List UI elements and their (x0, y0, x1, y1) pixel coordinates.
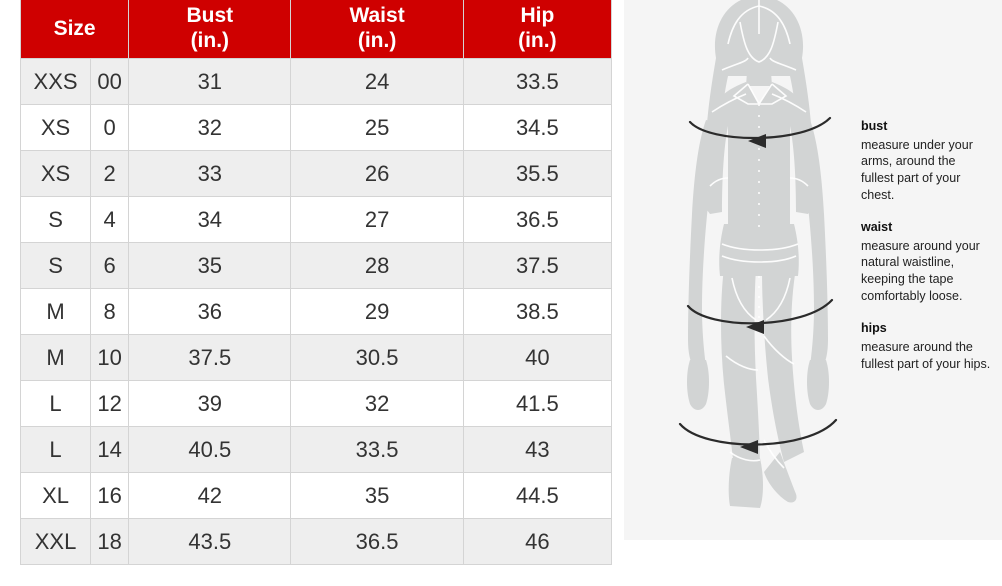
cell-number: 4 (90, 196, 130, 243)
figure-detail-lines (709, 0, 809, 469)
table-row: XL 16 42 35 44.5 (19, 472, 613, 519)
cell-waist: 35 (290, 472, 464, 519)
cell-bust: 33 (128, 150, 292, 197)
cell-hip: 36.5 (462, 196, 613, 243)
cell-hip: 41.5 (462, 380, 613, 427)
cell-bust: 32 (128, 104, 292, 151)
measurement-guide-panel: bust measure under your arms, around the… (624, 0, 1002, 540)
column-header-hip-unit: (in.) (518, 29, 557, 52)
instruction-bust-title: bust (861, 119, 888, 133)
column-header-hip: Hip (in.) (462, 0, 613, 59)
female-figure-illustration (678, 0, 838, 508)
table-row: S 4 34 27 36.5 (19, 196, 613, 243)
waist-measure-arrow-line (686, 298, 834, 325)
instruction-bust-body: measure under your arms, around the full… (861, 137, 973, 202)
cell-size: L (19, 426, 92, 473)
cell-hip: 40 (462, 334, 613, 381)
instruction-bust: bust measure under your arms, around the… (861, 118, 991, 203)
table-row: M 10 37.5 30.5 40 (19, 334, 613, 381)
column-header-bust-unit: (in.) (190, 29, 230, 52)
instruction-hips-title: hips (861, 321, 887, 336)
column-header-waist: Waist (in.) (290, 0, 464, 59)
cell-number: 8 (90, 288, 130, 335)
waist-arrowhead (746, 320, 764, 334)
table-header: Size Bust (in.) Waist (in.) Hip (in.) (19, 0, 613, 59)
column-header-waist-label: Waist (349, 4, 405, 28)
table-row: L 14 40.5 33.5 43 (19, 426, 613, 473)
measurement-arrowheads (740, 134, 766, 454)
cell-hip: 38.5 (462, 288, 613, 335)
cell-size: S (19, 196, 92, 243)
cell-hip: 43 (462, 426, 613, 473)
cell-size: XXL (19, 518, 92, 565)
cell-number: 2 (90, 150, 130, 197)
instruction-waist: waist measure around your natural waistl… (861, 219, 991, 304)
cell-size: XS (19, 150, 92, 197)
cell-number: 10 (90, 334, 130, 381)
cell-bust: 35 (128, 242, 292, 289)
cell-waist: 32 (290, 380, 464, 427)
table-body: XXS 00 31 24 33.5 XS 0 32 25 34.5 XS 2 33 26 35.5 S 4 34 2… (19, 58, 613, 565)
cell-size: M (19, 334, 92, 381)
cell-number: 18 (90, 518, 130, 565)
column-header-size: Size (19, 0, 130, 59)
cell-waist: 25 (290, 104, 464, 151)
column-header-hip-label: Hip (520, 4, 555, 28)
cell-bust: 34 (128, 196, 292, 243)
cell-waist: 28 (290, 242, 464, 289)
cell-waist: 27 (290, 196, 464, 243)
table-row: L 12 39 32 41.5 (19, 380, 613, 427)
cell-number: 12 (90, 380, 130, 427)
cell-hip: 44.5 (462, 472, 613, 519)
cell-size: L (19, 380, 92, 427)
cell-hip: 46 (462, 518, 613, 565)
cell-waist: 33.5 (290, 426, 464, 473)
cell-size: XL (19, 472, 92, 519)
size-chart-table: Size Bust (in.) Waist (in.) Hip (in.) XX… (19, 0, 613, 565)
cell-hip: 33.5 (462, 58, 613, 105)
column-header-waist-unit: (in.) (357, 29, 397, 52)
cell-waist: 30.5 (290, 334, 464, 381)
cell-number: 16 (90, 472, 130, 519)
cell-number: 0 (90, 104, 130, 151)
table-row: XS 2 33 26 35.5 (19, 150, 613, 197)
column-header-bust-label: Bust (186, 4, 234, 28)
table-row: XXS 00 31 24 33.5 (19, 58, 613, 105)
cell-bust: 31 (128, 58, 292, 105)
cell-bust: 40.5 (128, 426, 292, 473)
cell-bust: 43.5 (128, 518, 292, 565)
cell-number: 6 (90, 242, 130, 289)
cell-size: XXS (19, 58, 92, 105)
cell-waist: 24 (290, 58, 464, 105)
header-row: Size Bust (in.) Waist (in.) Hip (in.) (19, 0, 613, 59)
cell-bust: 37.5 (128, 334, 292, 381)
bust-arrowhead (748, 134, 766, 148)
instruction-hips-body: measure around the fullest part of your … (861, 339, 991, 371)
table-row: S 6 35 28 37.5 (19, 242, 613, 289)
cell-size: M (19, 288, 92, 335)
table-row: XS 0 32 25 34.5 (19, 104, 613, 151)
instruction-waist-body: measure around your natural waistline, k… (861, 238, 980, 303)
cell-bust: 42 (128, 472, 292, 519)
cell-waist: 26 (290, 150, 464, 197)
cell-hip: 37.5 (462, 242, 613, 289)
measurement-instructions: bust measure under your arms, around the… (861, 118, 991, 372)
cell-bust: 36 (128, 288, 292, 335)
cell-waist: 36.5 (290, 518, 464, 565)
instruction-waist-title: waist (861, 220, 893, 235)
cell-size: S (19, 242, 92, 289)
instruction-hips: hips measure around the fullest part of … (861, 320, 991, 372)
cell-size: XS (19, 104, 92, 151)
table-row: XXL 18 43.5 36.5 46 (19, 518, 613, 565)
cell-bust: 39 (128, 380, 292, 427)
cell-hip: 35.5 (462, 150, 613, 197)
cell-waist: 29 (290, 288, 464, 335)
cell-number: 14 (90, 426, 130, 473)
column-header-bust: Bust (in.) (128, 0, 292, 59)
hips-arrowhead (740, 440, 758, 454)
table-row: M 8 36 29 38.5 (19, 288, 613, 335)
cell-hip: 34.5 (462, 104, 613, 151)
cell-number: 00 (90, 58, 130, 105)
figure-silhouette (687, 0, 829, 508)
